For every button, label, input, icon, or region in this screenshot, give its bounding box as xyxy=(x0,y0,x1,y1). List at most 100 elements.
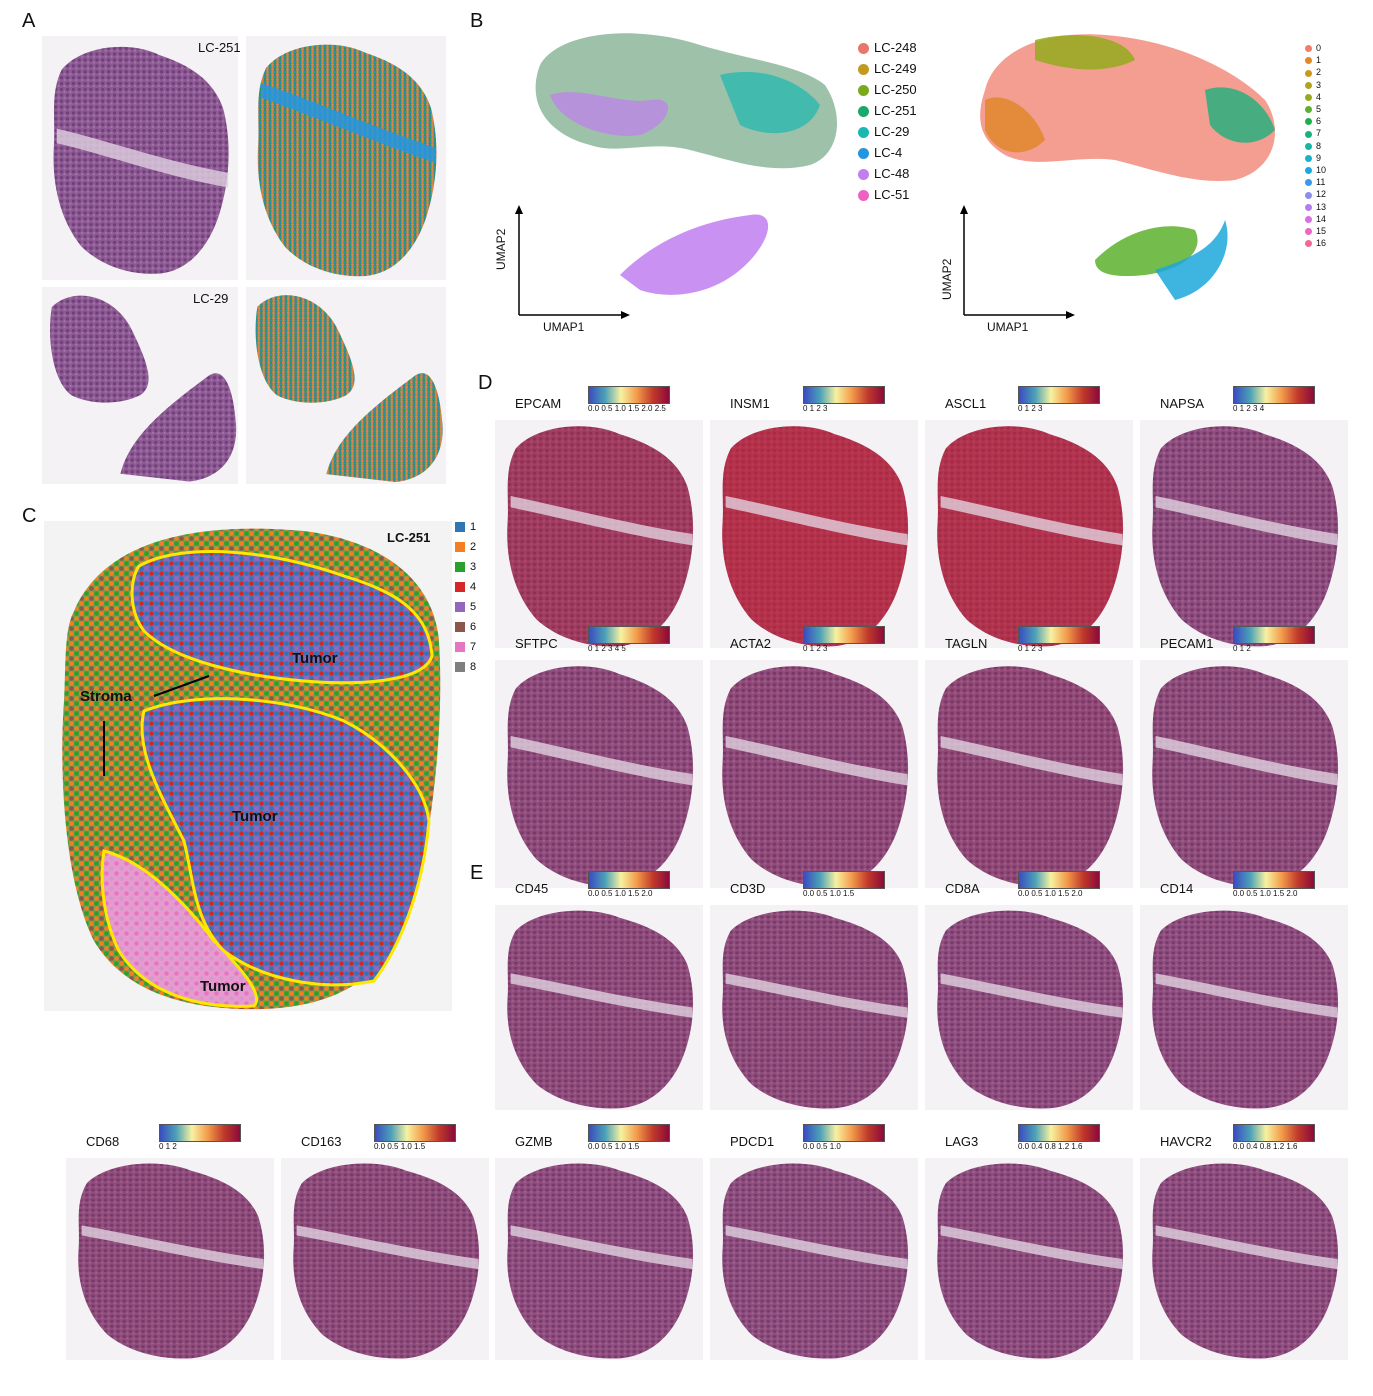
colorbar-ticks-acta2: 0 1 2 3 xyxy=(803,644,828,653)
cluster-legend-item-11: 11 xyxy=(1305,177,1325,187)
umap-axes-cluster xyxy=(960,205,1075,319)
colorbar-ticks-pecam1: 0 1 2 xyxy=(1233,644,1251,653)
he-image-lc251 xyxy=(42,36,238,280)
legend-item-lc-29: LC-29 xyxy=(858,124,909,139)
legend-label: 16 xyxy=(1316,238,1327,249)
c-legend-item-3: 3 xyxy=(455,561,476,573)
legend-label: 8 xyxy=(1316,140,1322,151)
legend-item-lc-48: LC-48 xyxy=(858,166,909,181)
sample-label-lc29: LC-29 xyxy=(193,291,229,306)
legend-label: 6 xyxy=(1316,116,1322,127)
c-legend-item-4: 4 xyxy=(455,581,476,593)
legend-swatch xyxy=(1305,203,1312,211)
axis-label-umap2-cluster: UMAP2 xyxy=(940,258,954,300)
umap-axes-sample xyxy=(515,205,630,319)
legend-swatch xyxy=(1305,191,1312,199)
legend-label: 13 xyxy=(1316,201,1327,212)
colorbar-ticks-cd163: 0.0 0.5 1.0 1.5 xyxy=(374,1142,426,1151)
legend-swatch xyxy=(1305,45,1312,53)
tumor-label-top: Tumor xyxy=(292,650,338,667)
colorbar-napsa xyxy=(1233,386,1315,404)
axis-label-umap1-cluster: UMAP1 xyxy=(987,320,1029,334)
expression-map-cd45 xyxy=(495,905,703,1110)
legend-swatch xyxy=(858,85,869,97)
legend-swatch xyxy=(1305,240,1312,248)
colorbar-ticks-gzmb: 0.0 0.5 1.0 1.5 xyxy=(588,1142,640,1151)
expression-map-acta2 xyxy=(710,660,918,888)
colorbar-ticks-cd68: 0 1 2 xyxy=(159,1142,177,1151)
legend-label: 3 xyxy=(1316,79,1322,90)
colorbar-tagln xyxy=(1018,626,1100,644)
panel-label-a: A xyxy=(22,10,36,32)
legend-swatch xyxy=(1305,106,1312,114)
cluster-legend-item-2: 2 xyxy=(1305,67,1321,77)
colorbar-ticks-havcr2: 0.0 0.4 0.8 1.2 1.6 xyxy=(1233,1142,1298,1151)
legend-item-lc-250: LC-250 xyxy=(858,82,917,97)
legend-swatch xyxy=(455,582,465,593)
colorbar-ticks-cd45: 0.0 0.5 1.0 1.5 2.0 xyxy=(588,889,653,898)
legend-label: 3 xyxy=(470,561,477,573)
gene-label-insm1: INSM1 xyxy=(730,396,770,411)
spot-map-lc251 xyxy=(246,36,446,280)
legend-swatch xyxy=(858,190,869,202)
legend-swatch xyxy=(1305,130,1312,138)
colorbar-ticks-insm1: 0 1 2 3 xyxy=(803,404,828,413)
legend-swatch xyxy=(455,562,465,573)
cluster-spot-map-lc251 xyxy=(44,521,452,1011)
expression-map-ascl1 xyxy=(925,420,1133,648)
legend-swatch xyxy=(1305,142,1312,150)
legend-swatch xyxy=(1305,69,1312,77)
gene-label-cd45: CD45 xyxy=(515,881,549,896)
legend-label: 12 xyxy=(1316,189,1327,200)
legend-label: 11 xyxy=(1316,177,1326,188)
expression-map-epcam xyxy=(495,420,703,648)
legend-label: LC-248 xyxy=(874,40,917,55)
cluster-legend-item-12: 12 xyxy=(1305,189,1326,199)
umap-by-sample xyxy=(535,33,837,295)
legend-swatch xyxy=(858,106,869,118)
colorbar-ascl1 xyxy=(1018,386,1100,404)
legend-label: 5 xyxy=(1316,104,1322,114)
colorbar-cd163 xyxy=(374,1124,456,1142)
legend-swatch xyxy=(1305,57,1312,65)
axis-label-umap2-sample: UMAP2 xyxy=(494,228,508,270)
colorbar-ticks-pdcd1: 0.0 0.5 1.0 xyxy=(803,1142,841,1151)
colorbar-cd14 xyxy=(1233,871,1315,889)
legend-label: 1 xyxy=(470,521,477,533)
expression-map-cd3d xyxy=(710,905,918,1110)
legend-label: LC-251 xyxy=(874,103,917,118)
legend-label: 8 xyxy=(470,661,477,673)
gene-label-sftpc: SFTPC xyxy=(515,636,558,651)
expression-map-pdcd1 xyxy=(710,1158,918,1360)
he-image-lc29 xyxy=(42,287,238,484)
colorbar-ticks-tagln: 0 1 2 3 xyxy=(1018,644,1043,653)
colorbar-cd68 xyxy=(159,1124,241,1142)
legend-label: 14 xyxy=(1316,213,1327,224)
legend-label: 6 xyxy=(470,621,477,633)
gene-label-cd3d: CD3D xyxy=(730,881,766,896)
colorbar-sftpc xyxy=(588,626,670,644)
legend-item-lc-51: LC-51 xyxy=(858,187,909,202)
cluster-legend-item-16: 16 xyxy=(1305,238,1326,248)
legend-swatch xyxy=(455,522,465,533)
legend-label: 7 xyxy=(470,641,477,653)
c-legend-item-5: 5 xyxy=(455,601,476,613)
cluster-legend-item-5: 5 xyxy=(1305,104,1321,114)
colorbar-ticks-epcam: 0.0 0.5 1.0 1.5 2.0 2.5 xyxy=(588,404,666,413)
gene-label-ascl1: ASCL1 xyxy=(945,396,987,411)
c-legend-item-1: 1 xyxy=(455,521,476,533)
legend-swatch xyxy=(858,127,869,139)
legend-label: LC-29 xyxy=(874,124,910,139)
gene-label-cd68: CD68 xyxy=(86,1134,120,1149)
colorbar-ticks-sftpc: 0 1 2 3 4 5 xyxy=(588,644,626,653)
cluster-legend-item-1: 1 xyxy=(1305,55,1321,65)
stroma-label: Stroma xyxy=(80,688,132,705)
cluster-legend-item-6: 6 xyxy=(1305,116,1321,126)
legend-label: 2 xyxy=(470,541,477,553)
colorbar-ticks-lag3: 0.0 0.4 0.8 1.2 1.6 xyxy=(1018,1142,1083,1151)
expression-map-sftpc xyxy=(495,660,703,888)
expression-map-cd163 xyxy=(281,1158,489,1360)
umap-by-cluster xyxy=(980,34,1275,300)
legend-swatch xyxy=(455,602,465,613)
cluster-legend-item-10: 10 xyxy=(1305,165,1326,175)
